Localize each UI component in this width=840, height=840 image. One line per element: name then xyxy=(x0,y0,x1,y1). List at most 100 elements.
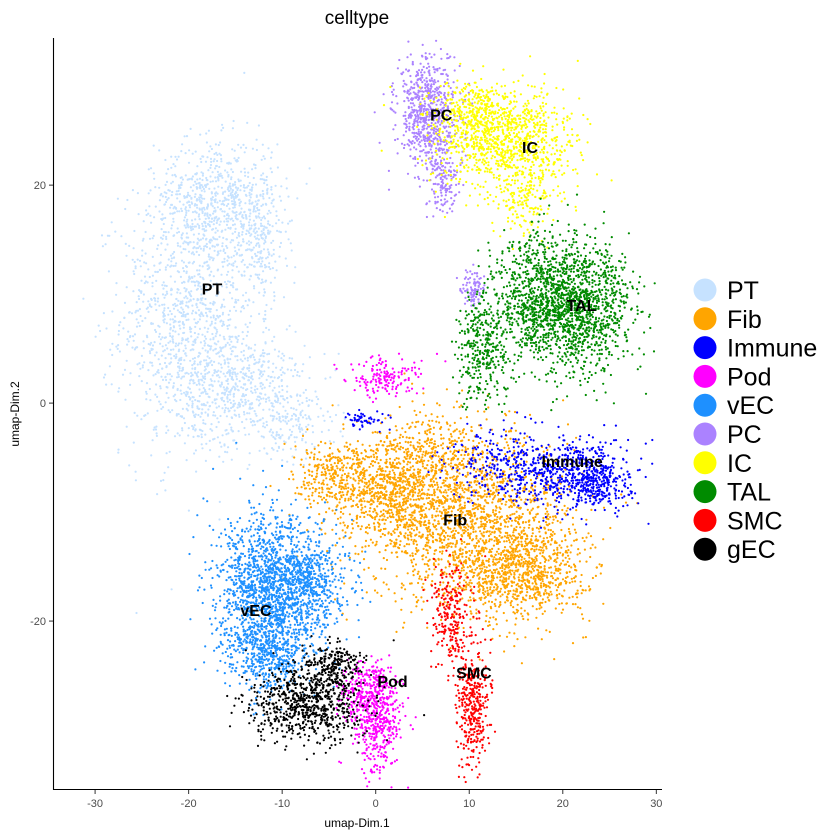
scatter-point xyxy=(178,367,181,370)
scatter-point xyxy=(207,363,210,367)
scatter-point xyxy=(424,513,427,516)
scatter-point xyxy=(149,352,152,355)
scatter-point xyxy=(457,436,460,440)
scatter-point xyxy=(554,516,558,519)
scatter-point xyxy=(475,557,478,561)
scatter-point xyxy=(438,404,441,407)
scatter-point xyxy=(196,237,199,240)
scatter-point xyxy=(259,382,262,385)
scatter-point xyxy=(317,398,320,401)
scatter-point xyxy=(198,245,201,248)
scatter-point xyxy=(498,605,501,608)
scatter-point xyxy=(236,340,239,344)
scatter-point xyxy=(208,357,211,360)
scatter-point xyxy=(265,420,268,423)
scatter-point xyxy=(470,582,473,585)
scatter-point xyxy=(218,199,221,202)
scatter-point xyxy=(217,291,220,294)
scatter-point xyxy=(228,189,231,192)
scatter-point xyxy=(187,318,190,321)
scatter-point xyxy=(260,370,263,373)
scatter-point xyxy=(468,549,471,553)
scatter-point xyxy=(246,330,249,333)
scatter-point xyxy=(485,520,489,524)
scatter-point xyxy=(262,228,265,231)
scatter-point xyxy=(223,203,226,206)
scatter-point xyxy=(462,626,465,630)
scatter-point xyxy=(235,447,239,450)
scatter-point xyxy=(536,575,539,578)
scatter-point xyxy=(151,344,155,347)
scatter-point xyxy=(184,226,187,229)
scatter-point xyxy=(201,447,204,450)
scatter-point xyxy=(272,435,275,439)
scatter-point xyxy=(279,420,282,423)
scatter-point xyxy=(264,342,267,345)
scatter-point xyxy=(257,227,260,230)
scatter-point xyxy=(503,549,506,552)
scatter-point xyxy=(187,291,190,294)
scatter-point xyxy=(277,445,280,448)
scatter-point xyxy=(204,422,207,425)
scatter-point xyxy=(158,335,161,338)
scatter-point xyxy=(239,184,242,187)
scatter-point xyxy=(485,614,488,618)
scatter-point xyxy=(226,358,229,361)
scatter-point xyxy=(234,355,237,358)
scatter-point xyxy=(273,295,276,298)
scatter-point xyxy=(531,605,534,608)
scatter-point xyxy=(461,481,464,484)
scatter-point xyxy=(187,509,190,512)
scatter-point xyxy=(210,202,213,205)
scatter-point xyxy=(488,473,491,476)
scatter-point xyxy=(269,382,272,385)
scatter-point xyxy=(175,414,178,417)
scatter-point xyxy=(189,359,192,362)
scatter-point xyxy=(117,448,120,451)
scatter-point xyxy=(267,328,271,331)
scatter-point xyxy=(237,389,240,392)
scatter-point xyxy=(197,378,200,381)
scatter-point xyxy=(206,214,209,217)
scatter-point xyxy=(542,544,545,547)
scatter-point xyxy=(566,575,569,578)
scatter-point xyxy=(283,354,286,357)
scatter-point xyxy=(231,210,234,213)
scatter-point xyxy=(191,406,194,409)
scatter-point xyxy=(491,560,495,563)
scatter-point xyxy=(276,377,280,380)
scatter-point xyxy=(133,411,136,414)
scatter-point xyxy=(226,264,229,267)
scatter-point xyxy=(186,392,189,395)
scatter-point xyxy=(278,195,281,198)
scatter-point xyxy=(425,497,428,500)
scatter-point xyxy=(476,560,479,563)
scatter-point xyxy=(172,220,175,223)
scatter-point xyxy=(167,313,170,316)
scatter-point xyxy=(400,608,403,611)
scatter-point xyxy=(429,546,432,549)
scatter-point xyxy=(501,593,504,596)
scatter-point xyxy=(127,340,130,343)
scatter-point xyxy=(164,158,167,162)
scatter-point xyxy=(214,198,217,201)
scatter-point xyxy=(538,548,541,551)
scatter-point xyxy=(192,233,195,236)
scatter-point xyxy=(181,178,184,181)
scatter-point xyxy=(163,307,166,310)
scatter-point xyxy=(229,194,232,197)
scatter-point xyxy=(202,283,205,287)
scatter-point xyxy=(183,331,186,334)
scatter-point xyxy=(206,203,209,206)
scatter-point xyxy=(526,563,529,566)
scatter-point xyxy=(528,597,531,600)
scatter-point xyxy=(125,254,128,257)
scatter-point xyxy=(223,280,227,284)
scatter-point xyxy=(483,527,486,531)
scatter-point xyxy=(515,566,518,569)
scatter-point xyxy=(144,230,147,234)
scatter-point xyxy=(214,238,217,241)
scatter-point xyxy=(154,186,157,189)
scatter-point xyxy=(484,590,487,593)
scatter-point xyxy=(251,353,254,356)
